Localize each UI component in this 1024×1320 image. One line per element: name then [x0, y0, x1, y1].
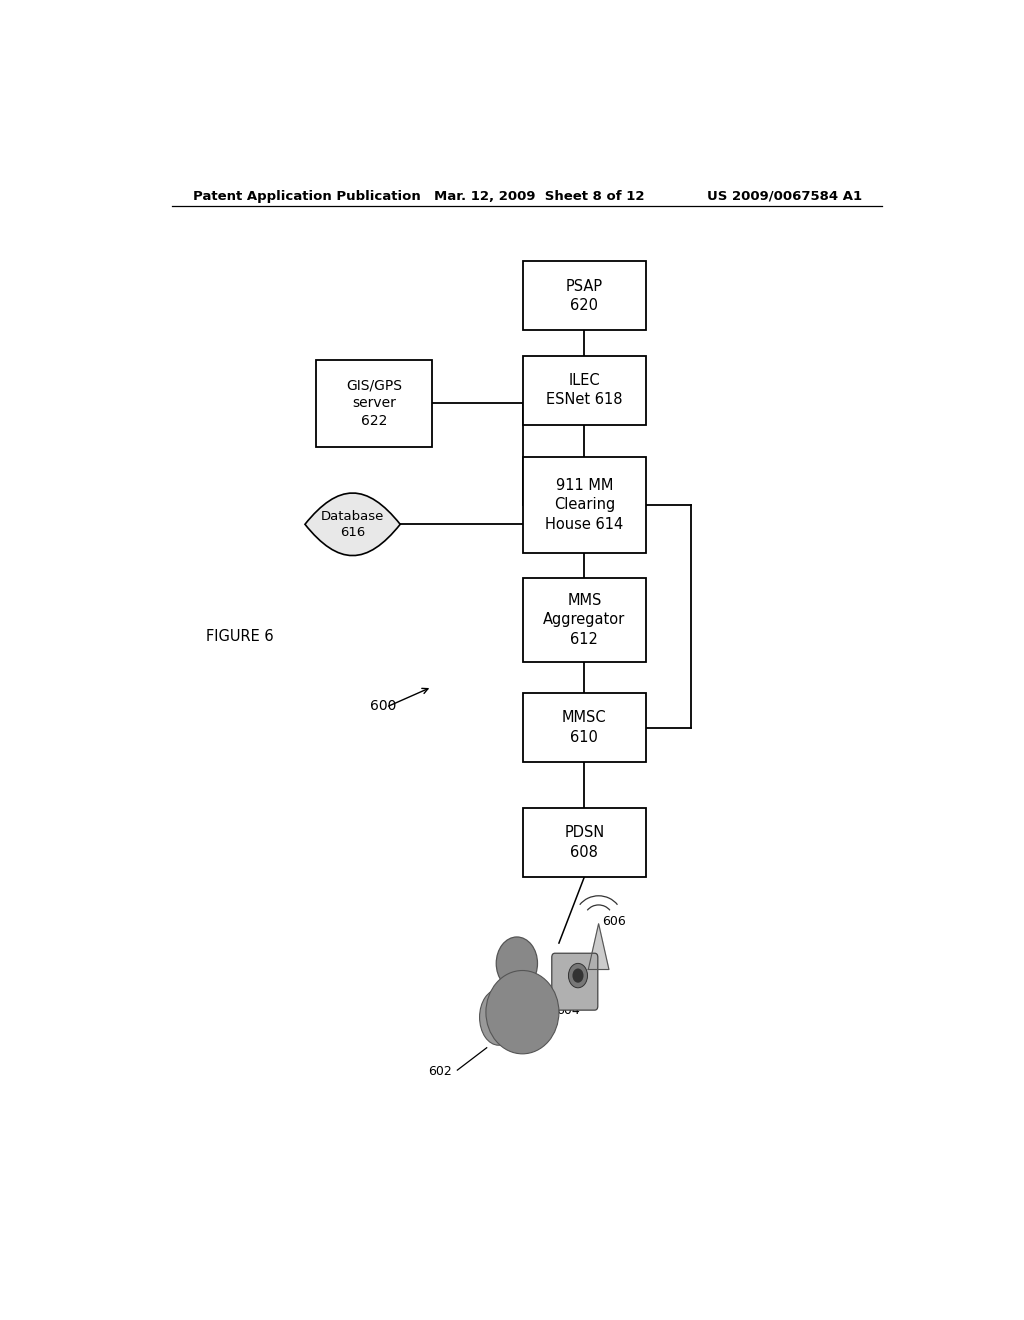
Ellipse shape [486, 970, 559, 1053]
Circle shape [572, 969, 584, 982]
Circle shape [497, 937, 538, 990]
Ellipse shape [479, 989, 518, 1045]
Text: US 2009/0067584 A1: US 2009/0067584 A1 [708, 190, 862, 202]
FancyBboxPatch shape [316, 360, 431, 446]
Text: 604: 604 [557, 1005, 581, 1016]
Text: 606: 606 [602, 915, 627, 928]
Text: 602: 602 [428, 1065, 452, 1078]
FancyBboxPatch shape [523, 578, 646, 661]
FancyBboxPatch shape [523, 355, 646, 425]
Text: PDSN
608: PDSN 608 [564, 825, 604, 859]
Text: GIS/GPS
server
622: GIS/GPS server 622 [346, 379, 402, 428]
Text: Mar. 12, 2009  Sheet 8 of 12: Mar. 12, 2009 Sheet 8 of 12 [433, 190, 644, 202]
Text: 911 MM
Clearing
House 614: 911 MM Clearing House 614 [545, 478, 624, 532]
Text: MMSC
610: MMSC 610 [562, 710, 606, 744]
Polygon shape [588, 924, 609, 969]
Text: Patent Application Publication: Patent Application Publication [194, 190, 421, 202]
FancyBboxPatch shape [523, 693, 646, 762]
Text: PSAP
620: PSAP 620 [565, 279, 603, 313]
Text: 600: 600 [370, 700, 396, 713]
FancyBboxPatch shape [523, 457, 646, 553]
FancyBboxPatch shape [552, 953, 598, 1010]
Circle shape [568, 964, 588, 987]
Text: MMS
Aggregator
612: MMS Aggregator 612 [543, 593, 626, 647]
Text: FIGURE 6: FIGURE 6 [206, 628, 273, 644]
FancyBboxPatch shape [523, 261, 646, 330]
PathPatch shape [305, 494, 400, 556]
FancyBboxPatch shape [523, 808, 646, 876]
Text: ILEC
ESNet 618: ILEC ESNet 618 [546, 374, 623, 408]
Text: Database
616: Database 616 [321, 510, 384, 539]
